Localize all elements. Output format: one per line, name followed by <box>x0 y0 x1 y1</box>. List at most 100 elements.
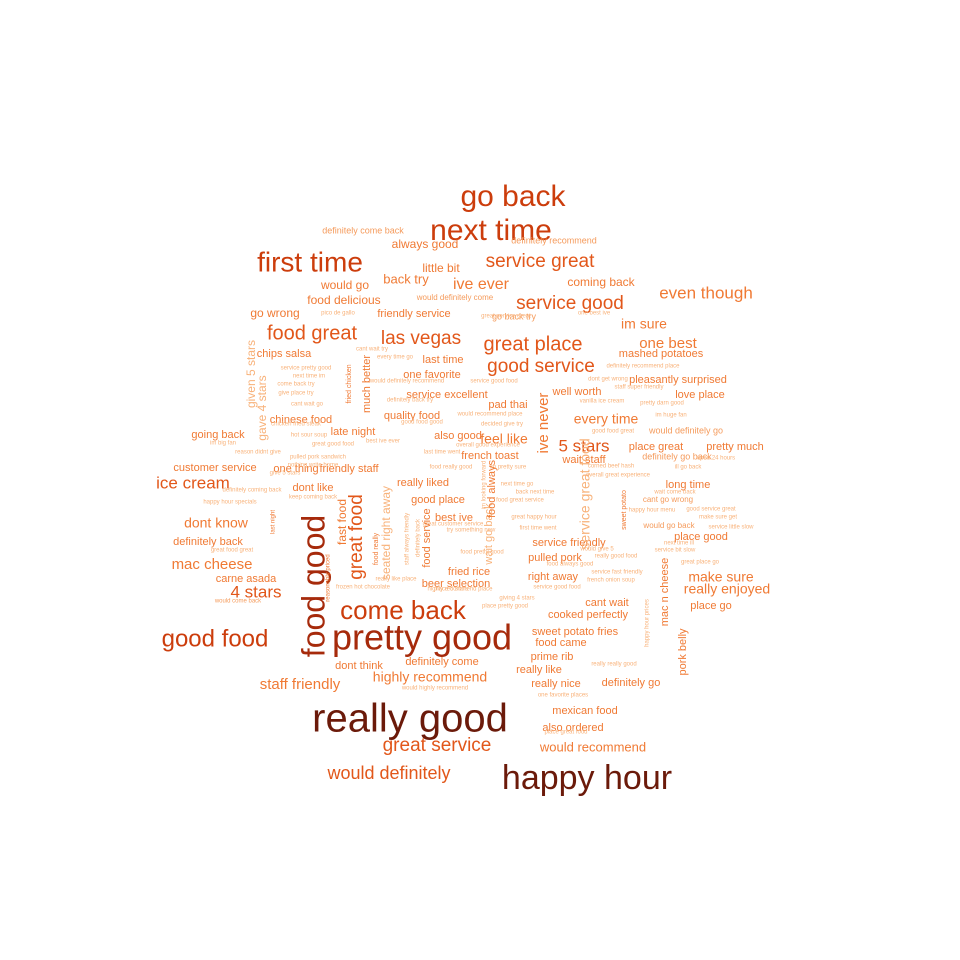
word-ive-ever: ive ever <box>453 276 510 293</box>
word-pretty-much: pretty much <box>706 441 763 453</box>
word-really-like: really like <box>516 664 562 676</box>
word-come-back-try: come back try <box>277 382 314 388</box>
word-staff-super-friendly: staff super friendly <box>615 385 664 391</box>
word-definitely-go: definitely go <box>602 677 661 689</box>
word-good-food-great: good food great <box>592 429 634 435</box>
word-food-always-good: food always good <box>547 562 594 568</box>
word-late-night: late night <box>331 426 376 438</box>
word-pico-de-gallo: pico de gallo <box>321 311 355 317</box>
word-mac-n-cheese: mac n cheese <box>659 558 671 626</box>
word-would-recommend: would recommend <box>539 739 646 754</box>
word-great-place: great place <box>484 333 583 355</box>
word-good-service: good service <box>487 356 595 377</box>
word-pulled-pork: pulled pork <box>528 552 582 564</box>
word-next-time: next time <box>430 214 552 247</box>
word-staff-always-friendly: staff always friendly <box>405 513 411 565</box>
word-service-fast-friendly: service fast friendly <box>591 570 642 576</box>
word-first-time-went: first time went <box>519 526 556 532</box>
word-wait-go-back: wait go back <box>483 503 495 566</box>
word-fried-rice: fried rice <box>448 566 490 578</box>
word-really-good: really good <box>312 697 508 741</box>
word-las-vegas: las vegas <box>381 328 461 349</box>
word-definitely-back: definitely back <box>173 536 243 548</box>
word-service-little-slow: service little slow <box>708 525 754 531</box>
word-definitely-recommend-place: definitely recommend place <box>606 364 680 370</box>
word-last-time-went: last time went <box>424 450 461 456</box>
word-try-something-new: try something new <box>447 528 496 534</box>
word-ice-cream: ice cream <box>156 473 230 492</box>
word-chips-salsa: chips salsa <box>257 348 312 360</box>
word-corned-beef-hash: corned beef hash <box>588 464 634 470</box>
word-going-back: going back <box>191 429 245 441</box>
word-would-go-back: would go back <box>642 521 695 530</box>
word-really-really-good: really really good <box>591 662 636 668</box>
word-back-next-time: back next time <box>516 490 555 496</box>
word-food-pretty-good: food pretty good <box>460 550 503 556</box>
word-gave-4-stars: gave 4 stars <box>255 375 269 440</box>
word-quality-food: quality food <box>384 410 440 422</box>
word-highly-recommend-place: highly recommend place <box>427 587 493 593</box>
word-service-great-food: service great food <box>577 438 593 549</box>
word-best-ive-ever: best ive ever <box>366 439 400 445</box>
word-overall-good-experience: overall good experience <box>456 443 520 449</box>
word-happy-hour-prices: happy hour prices <box>645 599 651 647</box>
word-would-give-5: would give 5 <box>579 547 614 553</box>
word-seated-right-away: seated right away <box>379 486 393 580</box>
word-really-enjoyed: really enjoyed <box>684 581 770 597</box>
word-food-always: food always <box>486 459 498 518</box>
word-service-great: service great <box>486 251 595 272</box>
word-beer-selection: beer selection <box>422 578 491 590</box>
word-well-worth: well worth <box>552 386 602 398</box>
word-pretty-darn-good: pretty darn good <box>640 401 684 407</box>
word-great-happy-hour: great happy hour <box>511 515 556 521</box>
word-food-really-good: food really good <box>430 465 473 471</box>
word-one-best-ive: one best ive <box>578 311 611 317</box>
word-french-onion-soup: french onion soup <box>587 578 635 584</box>
word-would-definitely-come: would definitely come <box>416 293 494 302</box>
word-place-great: place great <box>629 441 683 453</box>
word-really-like-place: really like place <box>375 577 417 583</box>
word-one-favorite: one favorite <box>403 369 460 381</box>
word-next-time-im: next time im <box>293 374 325 380</box>
word-definitely-go-back: definitely go back <box>642 451 712 461</box>
word-good-service-great: good service great <box>686 507 736 513</box>
word-im-pretty-sure: im pretty sure <box>490 465 527 471</box>
word-food-great-service: food great service <box>496 498 544 504</box>
word-food-really: food really <box>373 532 380 565</box>
word-im-big-fan: im big fan <box>210 441 236 447</box>
word-would-recommend-place: would recommend place <box>456 412 523 418</box>
word-make-sure-get: make sure get <box>699 515 737 521</box>
word-happy-hour: happy hour <box>502 759 672 797</box>
word-ive-never: ive never <box>535 393 552 454</box>
word-great-place-go: great place go <box>681 560 720 566</box>
word-feel-like: feel like <box>480 431 528 447</box>
word-keep-coming-back: keep coming back <box>289 495 338 501</box>
word-great-food: great food <box>346 494 367 580</box>
word-given-5-stars: given 5 stars <box>244 340 258 408</box>
word-long-time: long time <box>666 479 711 491</box>
word-would-come-back: would come back <box>214 599 262 605</box>
word-last-night: last night <box>271 510 277 534</box>
word-would-definitely-recommend: would definitely recommend <box>369 379 444 385</box>
word-dont-think: dont think <box>335 660 383 672</box>
word-service-friendly: service friendly <box>532 537 606 549</box>
word-really-nice: really nice <box>531 678 581 690</box>
word-really-liked: really liked <box>397 477 449 489</box>
word-im-looking-forward: im looking forward <box>482 461 488 510</box>
word-even-though: even though <box>659 283 753 302</box>
word-good-place: good place <box>411 494 465 506</box>
word-happy-hour-menu: happy hour menu <box>629 508 676 514</box>
word-give-place-try: give place try <box>278 391 313 397</box>
word-place-go: place go <box>690 600 732 612</box>
word-carne-asada: carne asada <box>216 573 277 585</box>
word-also-ordered: also ordered <box>542 722 603 734</box>
word-mexican-food: mexican food <box>552 705 617 717</box>
word-pork-belly: pork belly <box>677 628 689 676</box>
word-food-came: food came <box>535 637 586 649</box>
word-dont-know: dont know <box>184 515 249 531</box>
word-service-excellent: service excellent <box>406 389 487 401</box>
word-prime-rib: prime rib <box>531 651 574 663</box>
word-customer-service: customer service <box>173 462 256 474</box>
word-last-time: last time <box>423 354 464 366</box>
word-next-time-go: next time go <box>501 482 534 488</box>
